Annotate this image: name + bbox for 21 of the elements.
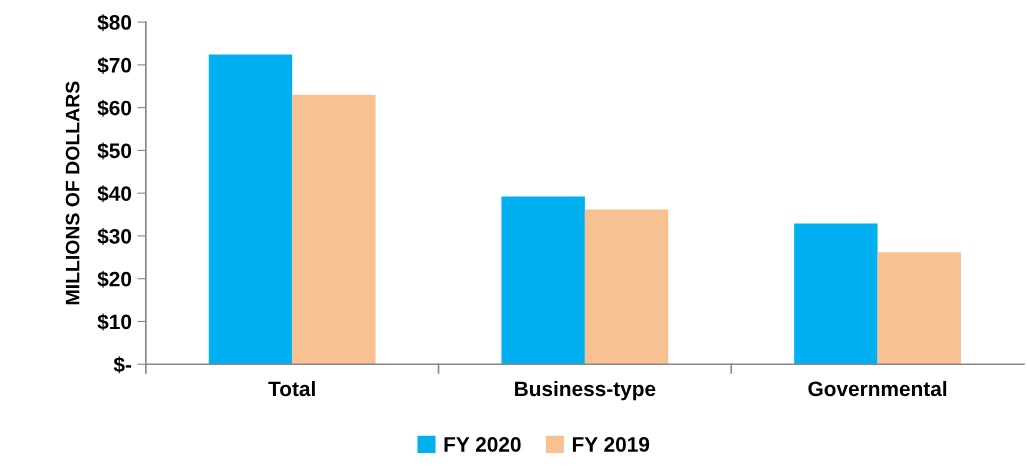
y-tick-label: $80 bbox=[97, 14, 132, 32]
y-tick-label: $50 bbox=[97, 142, 132, 160]
y-axis-title: MILLIONS OF DOLLARS bbox=[65, 81, 80, 305]
y-tick-label: $20 bbox=[97, 270, 132, 288]
bar bbox=[794, 223, 878, 365]
legend-label: FY 2020 bbox=[444, 437, 521, 452]
y-tick-label: $60 bbox=[97, 99, 132, 117]
legend-label: FY 2019 bbox=[572, 437, 650, 452]
bar bbox=[584, 209, 669, 365]
y-tick-label: $40 bbox=[97, 185, 132, 203]
y-tick-label: $70 bbox=[97, 56, 132, 74]
bar bbox=[292, 94, 376, 365]
y-tick-label: $- bbox=[113, 356, 132, 374]
x-tick-label: Business-type bbox=[515, 380, 656, 401]
x-tick-label: Total bbox=[268, 380, 315, 397]
x-tick-label: Governmental bbox=[808, 380, 947, 397]
y-tick-label: $10 bbox=[97, 313, 132, 331]
y-tick-label: $30 bbox=[97, 228, 132, 246]
bar bbox=[208, 54, 293, 365]
bar bbox=[877, 252, 961, 365]
bar bbox=[501, 196, 585, 365]
